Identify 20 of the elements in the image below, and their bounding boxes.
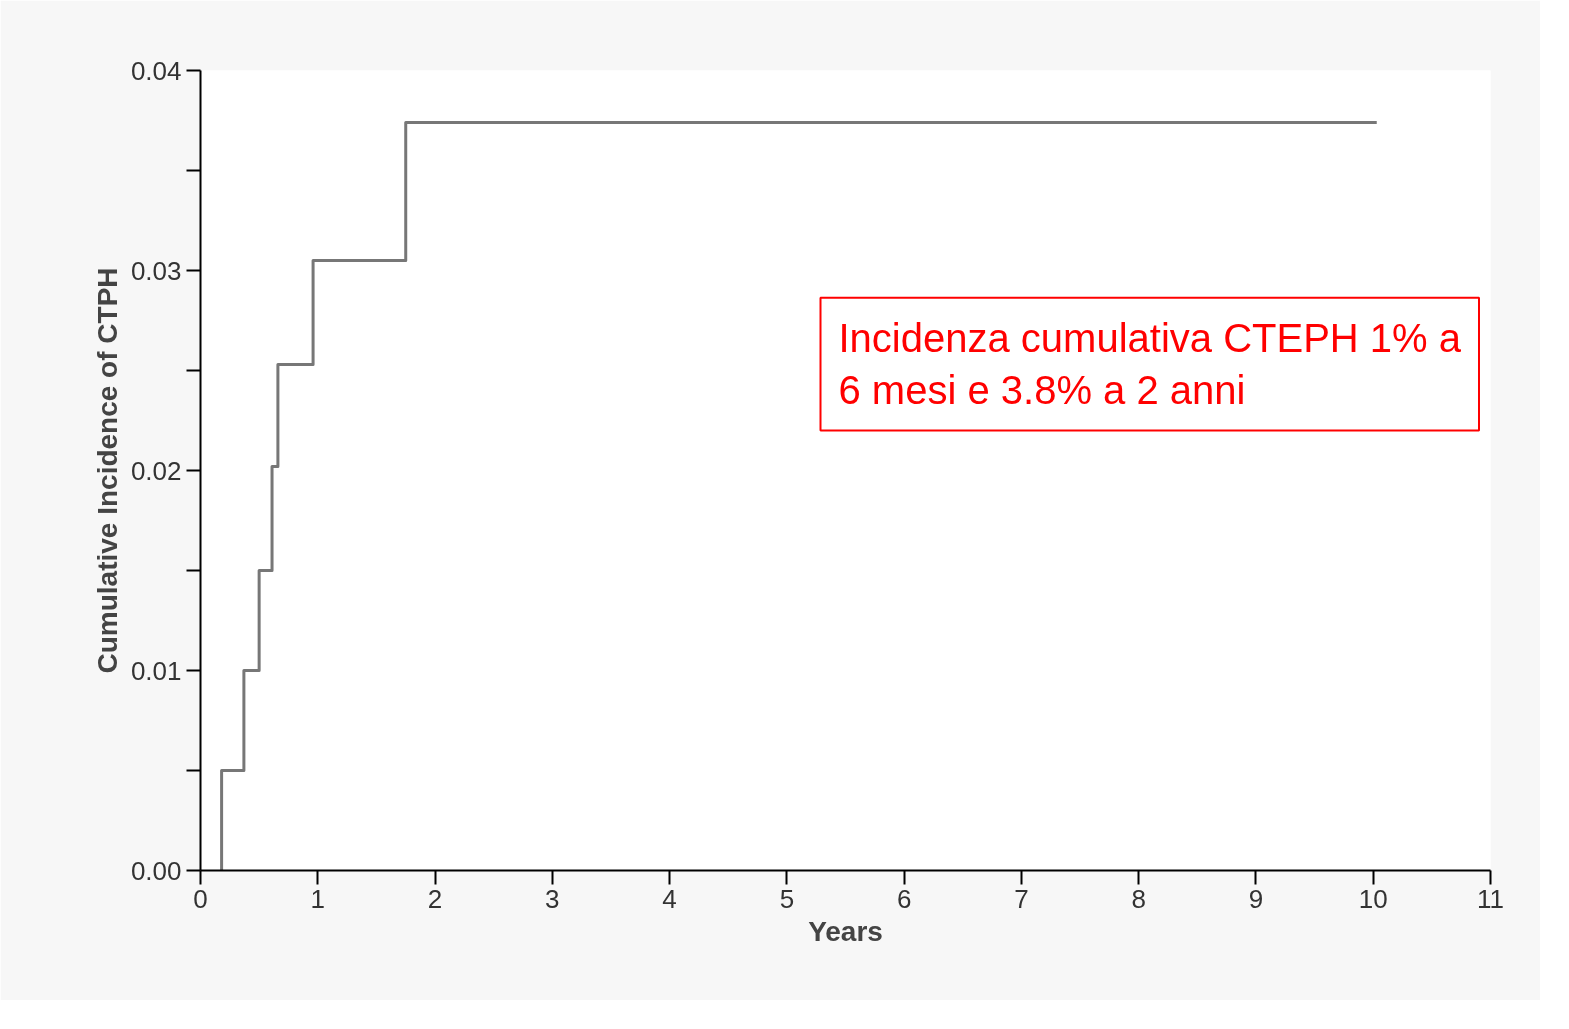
x-tick-label: 9 — [1248, 883, 1264, 914]
x-axis-title: Years — [808, 915, 883, 947]
x-tick-label: 4 — [662, 883, 677, 914]
y-tick-label: 0.00 — [130, 855, 182, 886]
x-tick-label: 6 — [896, 883, 912, 914]
y-tick-label: 0.03 — [130, 255, 182, 286]
x-tick-label: 8 — [1131, 883, 1146, 914]
y-axis-title: Cumulative Incidence of CTPH — [91, 267, 123, 674]
annotation: Incidenza cumulativa CTEPH 1% a 6 mesi e 3.8% a 2 anni — [838, 315, 1462, 413]
x-tick-label: 11 — [1477, 883, 1504, 914]
y-tick-label: 0.01 — [130, 655, 182, 686]
y-tick-label: 0.02 — [130, 455, 182, 486]
x-tick-label: 1 — [310, 883, 326, 914]
x-tick-label: 3 — [545, 883, 560, 914]
x-tick-label: 10 — [1358, 883, 1388, 914]
x-tick-label: 5 — [779, 883, 795, 914]
x-tick-label: 0 — [193, 883, 208, 914]
x-tick-label: 2 — [427, 883, 443, 914]
x-tick-label: 7 — [1014, 883, 1029, 914]
y-tick-label: 0.04 — [130, 55, 182, 86]
